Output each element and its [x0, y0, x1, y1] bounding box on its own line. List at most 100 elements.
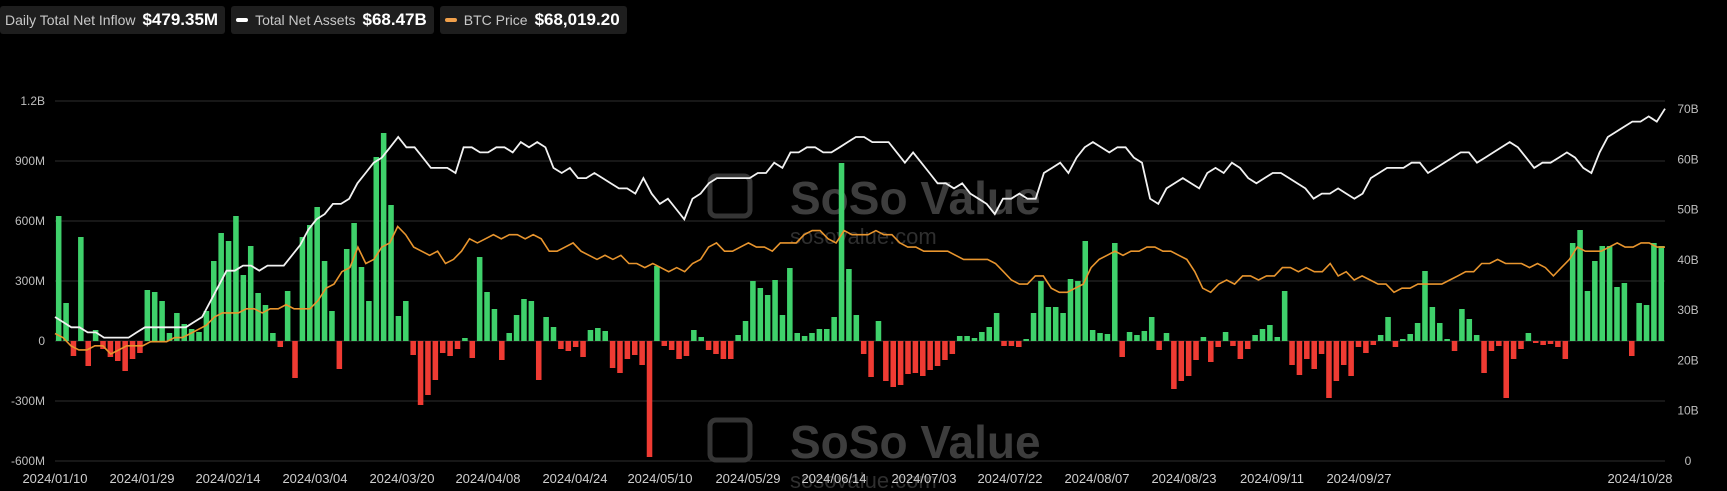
inflow-bar [1414, 323, 1421, 341]
inflow-bar [1436, 323, 1443, 341]
inflow-bar [196, 332, 202, 341]
legend-net-inflow[interactable]: Daily Total Net Inflow $479.35M [0, 6, 226, 34]
inflow-bar [535, 341, 542, 380]
inflow-bar [787, 268, 793, 341]
inflow-bar [1429, 307, 1436, 341]
inflow-bar [1488, 341, 1495, 351]
inflow-bar [1134, 335, 1140, 341]
inflow-bar [476, 257, 483, 341]
inflow-bar [853, 315, 860, 341]
inflow-bar [654, 266, 660, 341]
inflow-bar [742, 321, 749, 341]
x-tick-label: 2024/03/04 [282, 471, 347, 486]
y-right-tick-label: 30B [1677, 303, 1698, 317]
inflow-bar [1237, 341, 1244, 359]
y-left-tick-label: 1.2B [20, 94, 45, 108]
x-tick-label: 2024/07/22 [977, 471, 1042, 486]
inflow-bar [373, 157, 380, 341]
x-tick-label: 2024/06/14 [801, 471, 866, 486]
inflow-bar [580, 341, 586, 357]
inflow-bar [558, 341, 564, 349]
legend-net-assets-label: Total Net Assets [255, 11, 356, 28]
x-tick-label: 2024/08/07 [1064, 471, 1129, 486]
inflow-bar [934, 341, 941, 366]
inflow-bar [521, 299, 527, 341]
inflow-bar [875, 321, 882, 341]
y-right-tick-label: 50B [1677, 203, 1698, 217]
inflow-bar [1407, 334, 1413, 341]
inflow-bar [1599, 246, 1605, 341]
inflow-bar [831, 317, 837, 341]
inflow-bar [720, 341, 727, 359]
legend-net-assets[interactable]: Total Net Assets $68.47B [231, 6, 434, 34]
inflow-bar [912, 341, 919, 373]
inflow-bar [1045, 307, 1052, 341]
inflow-bar [1030, 313, 1037, 341]
x-tick-label: 2024/05/10 [627, 471, 692, 486]
inflow-bar [1614, 287, 1620, 341]
inflow-bar [1304, 341, 1310, 359]
inflow-bar [1311, 341, 1317, 369]
inflow-bar [1370, 341, 1377, 345]
inflow-bar [1592, 261, 1598, 341]
net-assets-line [54, 108, 1666, 339]
inflow-bar [1016, 341, 1022, 347]
inflow-bar [528, 301, 535, 341]
inflow-bar [1503, 341, 1509, 398]
inflow-bar [1532, 341, 1539, 343]
x-tick-label: 2024/01/10 [22, 471, 87, 486]
inflow-bar [1185, 341, 1192, 376]
inflow-bar [1510, 341, 1517, 359]
inflow-bar [661, 341, 668, 346]
inflow-bar [949, 341, 956, 354]
inflow-bar [1496, 341, 1502, 346]
inflow-bar [631, 341, 638, 355]
inflow-bar [1651, 243, 1657, 341]
inflow-bar [602, 331, 608, 341]
inflow-bar [1259, 329, 1266, 341]
inflow-bar [1363, 341, 1369, 353]
inflow-bar [388, 205, 394, 341]
inflow-bar [617, 341, 623, 373]
inflow-bar [942, 341, 948, 360]
inflow-bar [321, 261, 328, 341]
inflow-bar [403, 301, 409, 341]
x-tick-label: 2024/03/20 [369, 471, 434, 486]
inflow-bar [1082, 241, 1089, 341]
inflow-bar [329, 311, 335, 341]
inflow-bar [358, 267, 365, 341]
inflow-bar [70, 341, 77, 356]
inflow-bar [609, 341, 616, 368]
x-tick-label: 2024/07/03 [891, 471, 956, 486]
x-tick-label: 2024/02/14 [195, 471, 260, 486]
inflow-bar [956, 336, 963, 341]
legend: Daily Total Net Inflow $479.35M Total Ne… [0, 6, 627, 34]
inflow-bar [225, 241, 232, 341]
inflow-bar [447, 341, 453, 356]
inflow-bar [1001, 341, 1007, 346]
inflow-bar [1171, 341, 1177, 389]
inflow-bar [668, 341, 675, 350]
inflow-bar [1244, 341, 1251, 349]
inflow-bar [1577, 230, 1583, 341]
inflow-bar [1104, 334, 1111, 341]
inflow-bar [838, 163, 845, 341]
x-tick-label: 2024/01/29 [109, 471, 174, 486]
y-left-tick-label: 0 [38, 334, 45, 348]
inflow-bar [735, 335, 741, 341]
inflow-bar [587, 330, 594, 341]
inflow-bar [646, 341, 653, 457]
inflow-bar [750, 281, 756, 341]
x-tick-label: 2024/10/28 [1607, 471, 1672, 486]
inflow-bar [425, 341, 431, 395]
legend-btc-price[interactable]: BTC Price $68,019.20 [439, 6, 627, 34]
orange-line-swatch-icon [444, 17, 457, 22]
inflow-bar [1178, 341, 1185, 381]
x-tick-label: 2024/08/23 [1151, 471, 1216, 486]
inflow-bar [543, 317, 549, 341]
inflow-bar [1348, 341, 1354, 376]
inflow-bar [639, 341, 645, 365]
inflow-bar [1075, 281, 1081, 341]
soso-logo-icon [707, 417, 753, 463]
